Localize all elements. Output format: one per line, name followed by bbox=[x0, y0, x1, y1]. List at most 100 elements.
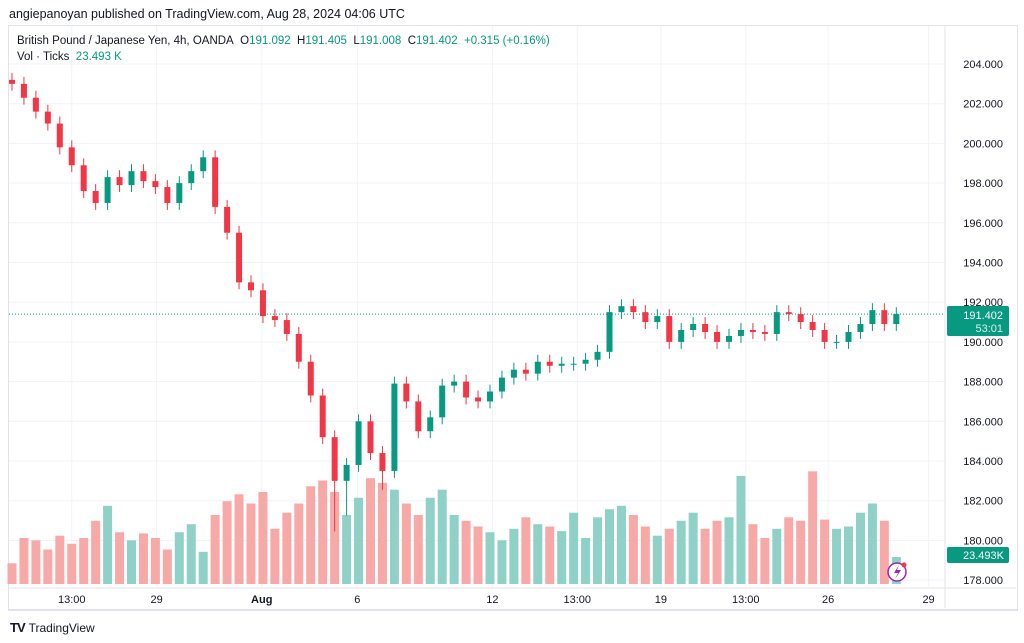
candle-body bbox=[594, 351, 601, 360]
chart-legend: British Pound / Japanese Yen, 4h, OANDA … bbox=[17, 33, 550, 65]
candle-body bbox=[80, 165, 87, 192]
candle-body bbox=[415, 401, 422, 432]
candle-body bbox=[343, 464, 350, 481]
candle-body bbox=[761, 331, 768, 334]
candle-body bbox=[582, 359, 589, 364]
candle-body bbox=[642, 312, 649, 323]
change-value: +0.315 (+0.16%) bbox=[463, 35, 550, 47]
candle-body bbox=[618, 306, 625, 313]
volume-bar bbox=[115, 532, 125, 584]
volume-bar bbox=[473, 526, 483, 584]
candle-body bbox=[224, 206, 231, 233]
close-value: 191.402 bbox=[416, 35, 458, 47]
volume-bar bbox=[640, 526, 650, 584]
candle-body bbox=[558, 363, 565, 366]
candle-body bbox=[785, 312, 792, 315]
volume-bar bbox=[748, 524, 758, 584]
volume-bar bbox=[246, 503, 256, 584]
chart-frame bbox=[8, 25, 1018, 611]
last-price: 191.402 bbox=[963, 310, 1003, 322]
volume-bar bbox=[377, 482, 387, 584]
volume-bar bbox=[79, 538, 89, 584]
candle-body bbox=[391, 383, 398, 471]
volume-bar bbox=[485, 532, 495, 584]
candle-body bbox=[427, 417, 434, 432]
y-tick-label: 200.000 bbox=[963, 138, 1003, 150]
volume-bar bbox=[557, 531, 567, 584]
volume-bar bbox=[605, 509, 614, 584]
candle-body bbox=[200, 157, 207, 172]
volume-bar bbox=[186, 524, 196, 584]
volume-bar bbox=[688, 512, 698, 584]
volume-bar bbox=[330, 492, 340, 584]
candle-body bbox=[475, 397, 482, 402]
candle-body bbox=[152, 181, 159, 188]
y-tick-label: 188.000 bbox=[963, 377, 1003, 389]
candle-body bbox=[104, 177, 111, 203]
x-tick-label: 29 bbox=[150, 594, 162, 606]
candle-body bbox=[212, 157, 219, 207]
candle-body bbox=[726, 335, 732, 342]
volume-bar bbox=[282, 512, 292, 584]
volume-bar bbox=[258, 492, 268, 584]
bar-countdown: 53:01 bbox=[975, 323, 1003, 335]
volume-bar bbox=[413, 515, 423, 584]
candle-body bbox=[439, 385, 446, 418]
candle-body bbox=[714, 331, 721, 342]
candle-body bbox=[893, 314, 900, 325]
candle-body bbox=[666, 316, 673, 342]
symbol-title[interactable]: British Pound / Japanese Yen, 4h, OANDA bbox=[17, 35, 234, 47]
candle-body bbox=[845, 331, 852, 342]
candle-body bbox=[821, 329, 828, 342]
volume-bar bbox=[91, 520, 101, 584]
candle-body bbox=[259, 290, 266, 317]
candle-body bbox=[92, 191, 99, 203]
candle-body bbox=[68, 147, 75, 166]
candle-body bbox=[403, 383, 410, 402]
volume-bar bbox=[198, 551, 208, 584]
y-tick-label: 196.000 bbox=[963, 218, 1003, 230]
volume-bar bbox=[533, 524, 543, 584]
candle-body bbox=[654, 316, 661, 323]
volume-bar bbox=[628, 515, 638, 584]
volume-bar bbox=[569, 512, 579, 584]
volume-bar bbox=[318, 480, 328, 584]
price-badge: 191.402 53:01 bbox=[947, 306, 1009, 336]
x-tick-label: 19 bbox=[655, 594, 667, 606]
candle-body bbox=[188, 171, 195, 184]
volume-value: 23.493 K bbox=[75, 51, 122, 63]
volume-bar bbox=[306, 486, 316, 584]
candle-body bbox=[737, 329, 744, 336]
candle-body bbox=[367, 421, 374, 454]
candle-body bbox=[678, 329, 685, 342]
candle-body bbox=[44, 111, 51, 124]
x-tick-label: 12 bbox=[486, 594, 498, 606]
candle-body bbox=[857, 324, 864, 332]
tradingview-logo-icon: TV bbox=[10, 620, 26, 635]
volume-bar bbox=[581, 538, 591, 584]
candle-body bbox=[283, 320, 290, 334]
candle-body bbox=[463, 381, 470, 398]
candle-body bbox=[271, 316, 278, 321]
footer-brand[interactable]: TradingView bbox=[28, 620, 95, 635]
lightning-icon[interactable] bbox=[887, 562, 907, 582]
ohlc-row: British Pound / Japanese Yen, 4h, OANDA … bbox=[17, 35, 550, 47]
volume-bar bbox=[342, 515, 352, 584]
candle-body bbox=[510, 369, 517, 378]
volume-bar bbox=[712, 520, 722, 584]
x-tick-label: 13:00 bbox=[58, 594, 86, 606]
candle-body bbox=[451, 381, 458, 386]
candle-body bbox=[319, 395, 326, 438]
candle-body bbox=[295, 333, 302, 362]
volume-bar bbox=[808, 471, 818, 584]
volume-bar bbox=[772, 528, 782, 584]
candle-body bbox=[773, 312, 780, 334]
volume-bar bbox=[43, 549, 53, 584]
volume-bar bbox=[366, 478, 375, 584]
candle-body bbox=[331, 437, 338, 481]
volume-bar bbox=[234, 494, 244, 584]
volume-bar bbox=[760, 538, 770, 584]
candle-body bbox=[630, 306, 637, 313]
volume-label[interactable]: Vol · Ticks bbox=[17, 51, 70, 63]
